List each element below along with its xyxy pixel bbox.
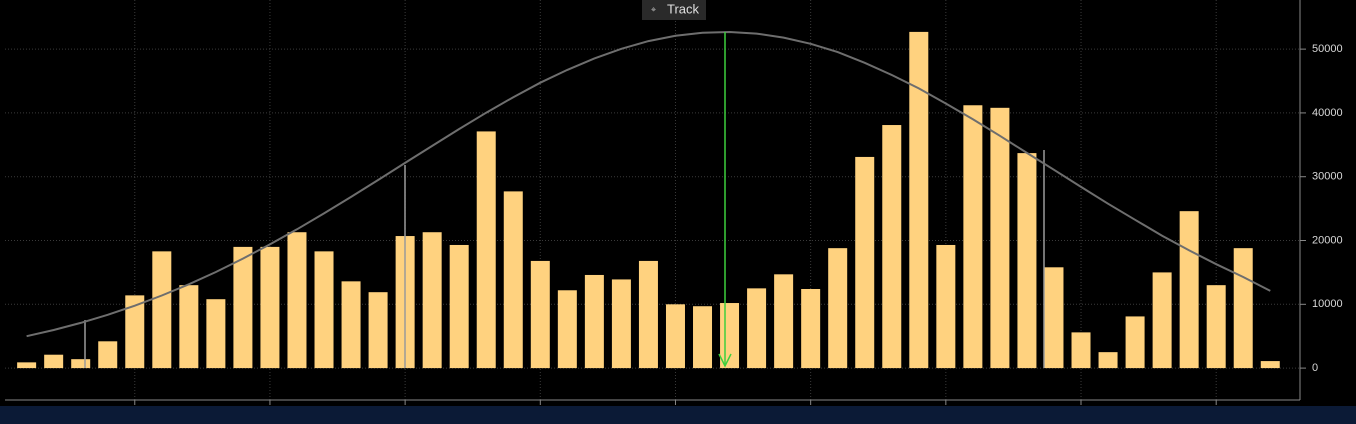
bar	[1125, 316, 1145, 369]
bar	[855, 156, 875, 369]
curve-layer	[26, 30, 1271, 338]
bar	[476, 131, 496, 369]
track-icon: ⌖	[651, 4, 656, 14]
y-tick-label: 20000	[1312, 234, 1343, 246]
bar	[1233, 248, 1253, 369]
status-strip	[0, 406, 1356, 424]
bar	[503, 191, 523, 369]
bar	[638, 260, 658, 369]
bar	[611, 279, 631, 369]
bar	[179, 285, 199, 369]
bar	[1179, 211, 1199, 369]
y-tick-label: 30000	[1312, 171, 1343, 183]
bar	[287, 232, 307, 369]
bar	[936, 244, 956, 369]
bars	[17, 31, 1280, 369]
arrow-head	[718, 353, 732, 368]
track-button[interactable]	[642, 0, 706, 20]
bar	[557, 290, 577, 369]
bar	[882, 125, 902, 369]
bar	[747, 288, 767, 369]
bar	[71, 359, 91, 369]
bar	[422, 232, 442, 369]
bar	[1044, 267, 1064, 369]
bar	[206, 299, 226, 369]
bar	[909, 31, 929, 369]
bar	[260, 246, 280, 369]
bar	[98, 341, 118, 369]
bar	[584, 274, 604, 369]
bar	[1017, 153, 1037, 369]
bar	[1260, 361, 1280, 369]
bar	[44, 354, 64, 369]
bar	[963, 105, 983, 369]
bar	[693, 306, 713, 369]
bar	[990, 107, 1010, 369]
bar	[341, 281, 361, 369]
bar	[152, 251, 172, 369]
bar	[801, 288, 821, 369]
bar	[368, 292, 388, 369]
bar	[530, 260, 550, 369]
bar	[125, 295, 145, 369]
bar	[828, 248, 848, 369]
y-tick-label: 40000	[1312, 107, 1343, 119]
bar	[1206, 285, 1226, 369]
bar	[233, 246, 253, 369]
bar	[665, 304, 685, 369]
bar	[449, 244, 469, 369]
bar	[774, 274, 794, 369]
bar	[1152, 272, 1172, 369]
bar	[1098, 352, 1118, 369]
fit-curve	[26, 30, 1271, 338]
bar	[17, 362, 37, 369]
y-tick-label: 0	[1312, 362, 1318, 374]
y-tick-label: 50000	[1312, 43, 1343, 55]
bar	[314, 251, 334, 369]
y-tick-label: 10000	[1312, 298, 1343, 310]
track-label[interactable]: Track	[667, 1, 700, 16]
bar	[1071, 332, 1091, 369]
